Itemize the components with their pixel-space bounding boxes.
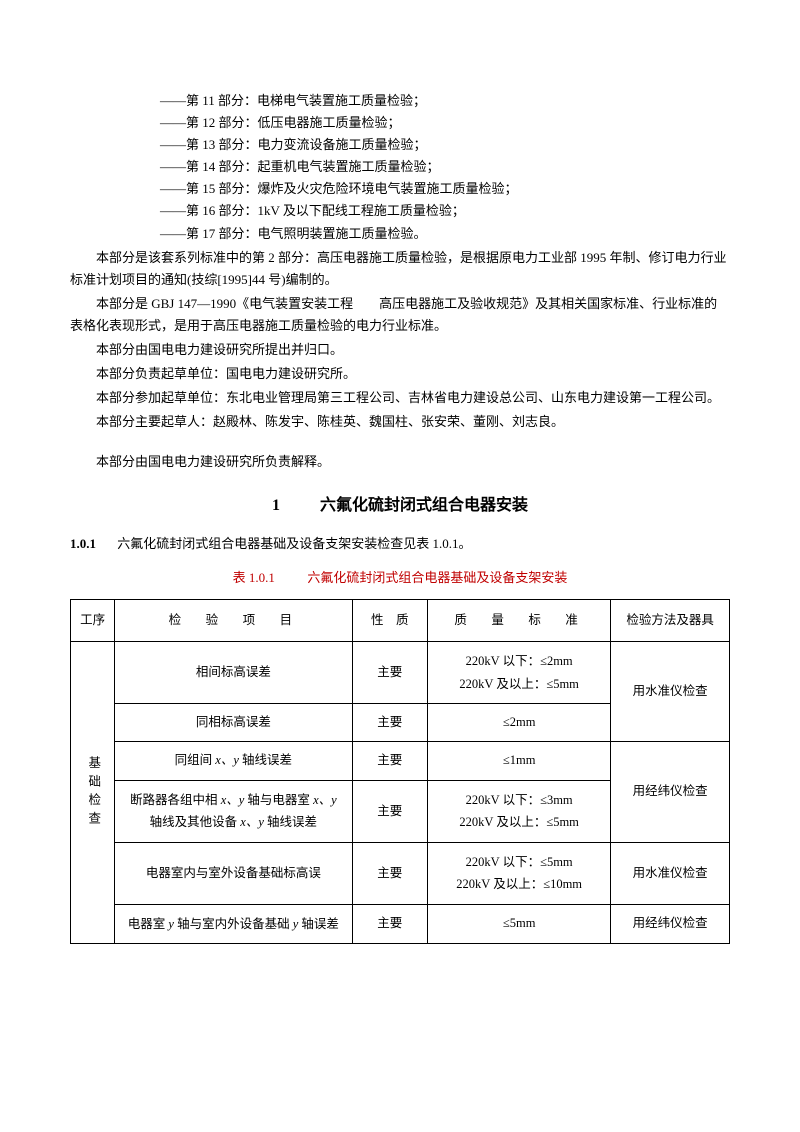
- table-row: 基础检查 相间标高误差 主要 220kV 以下：≤2mm 220kV 及以上：≤…: [71, 642, 730, 704]
- paragraph: 本部分主要起草人：赵殿林、陈发宇、陈桂英、魏国柱、张安荣、董刚、刘志良。: [70, 411, 730, 433]
- nature-cell: 主要: [352, 742, 427, 780]
- part-line: ——第 16 部分：1kV 及以下配线工程施工质量检验；: [70, 200, 730, 222]
- method-cell: 用经纬仪检查: [611, 742, 730, 842]
- parts-list: ——第 11 部分：电梯电气装置施工质量检验； ——第 12 部分：低压电器施工…: [70, 90, 730, 245]
- table-header-row: 工序 检 验 项 目 性 质 质 量 标 准 检验方法及器具: [71, 599, 730, 641]
- section-number: 1: [272, 497, 280, 514]
- nature-cell: 主要: [352, 904, 427, 944]
- spacer: [70, 433, 730, 449]
- text: 轴与室内外设备基础: [174, 917, 293, 931]
- header-item: 检 验 项 目: [115, 599, 352, 641]
- part-line: ——第 13 部分：电力变流设备施工质量检验；: [70, 134, 730, 156]
- text: 轴误差: [298, 917, 339, 931]
- subsection-text: 六氟化硫封闭式组合电器基础及设备支架安装检查见表 1.0.1。: [117, 536, 471, 551]
- standard-cell: ≤2mm: [427, 704, 610, 742]
- nature-cell: 主要: [352, 704, 427, 742]
- paragraph: 本部分由国电电力建设研究所提出并归口。: [70, 339, 730, 361]
- text: 轴与电器室: [244, 793, 313, 807]
- part-line: ——第 15 部分：爆炸及火灾危险环境电气装置施工质量检验；: [70, 178, 730, 200]
- table-row: 电器室内与室外设备基础标高误 主要 220kV 以下：≤5mm 220kV 及以…: [71, 842, 730, 904]
- text: 轴线误差: [264, 815, 317, 829]
- item-cell: 电器室 y 轴与室内外设备基础 y 轴误差: [115, 904, 352, 944]
- table-row: 同组间 x、y 轴线误差 主要 ≤1mm 用经纬仪检查: [71, 742, 730, 780]
- part-line: ——第 12 部分：低压电器施工质量检验；: [70, 112, 730, 134]
- axis-var: x、y: [221, 793, 245, 807]
- paragraph: 本部分负责起草单位：国电电力建设研究所。: [70, 363, 730, 385]
- method-cell: 用水准仪检查: [611, 642, 730, 742]
- axis-var: x、y: [215, 753, 239, 767]
- inspection-table: 工序 检 验 项 目 性 质 质 量 标 准 检验方法及器具 基础检查 相间标高…: [70, 599, 730, 944]
- standard-cell: 220kV 以下：≤5mm 220kV 及以上：≤10mm: [427, 842, 610, 904]
- axis-var: x、y: [240, 815, 264, 829]
- final-paragraph: 本部分由国电电力建设研究所负责解释。: [70, 451, 730, 473]
- header-standard: 质 量 标 准: [427, 599, 610, 641]
- header-nature: 性 质: [352, 599, 427, 641]
- text: 轴线误差: [239, 753, 292, 767]
- std-line: 220kV 以下：≤5mm: [434, 851, 604, 874]
- item-cell: 相间标高误差: [115, 642, 352, 704]
- paragraph: 本部分参加起草单位：东北电业管理局第三工程公司、吉林省电力建设总公司、山东电力建…: [70, 387, 730, 409]
- body-paragraphs: 本部分是该套系列标准中的第 2 部分：高压电器施工质量检验，是根据原电力工业部 …: [70, 247, 730, 434]
- section-title: 1 六氟化硫封闭式组合电器安装: [70, 492, 730, 519]
- part-line: ——第 14 部分：起重机电气装置施工质量检验；: [70, 156, 730, 178]
- header-procedure: 工序: [71, 599, 115, 641]
- table-caption-number: 表 1.0.1: [233, 570, 275, 585]
- text: 断路器各组中相: [130, 793, 221, 807]
- item-cell: 电器室内与室外设备基础标高误: [115, 842, 352, 904]
- paragraph: 本部分是 GBJ 147—1990《电气装置安装工程 高压电器施工及验收规范》及…: [70, 293, 730, 337]
- item-cell: 同组间 x、y 轴线误差: [115, 742, 352, 780]
- std-line: 220kV 以下：≤2mm: [434, 650, 604, 673]
- group-label-cell: 基础检查: [71, 642, 115, 944]
- subsection: 1.0.1 六氟化硫封闭式组合电器基础及设备支架安装检查见表 1.0.1。: [70, 533, 730, 555]
- text: 轴线及其他设备: [150, 815, 241, 829]
- paragraph: 本部分是该套系列标准中的第 2 部分：高压电器施工质量检验，是根据原电力工业部 …: [70, 247, 730, 291]
- text: 同组间: [175, 753, 216, 767]
- std-line: 220kV 以下：≤3mm: [434, 789, 604, 812]
- std-line: 220kV 及以上：≤5mm: [434, 811, 604, 834]
- standard-cell: 220kV 以下：≤3mm 220kV 及以上：≤5mm: [427, 780, 610, 842]
- header-method: 检验方法及器具: [611, 599, 730, 641]
- table-caption-text: 六氟化硫封闭式组合电器基础及设备支架安装: [307, 570, 567, 585]
- nature-cell: 主要: [352, 642, 427, 704]
- nature-cell: 主要: [352, 780, 427, 842]
- part-line: ——第 11 部分：电梯电气装置施工质量检验；: [70, 90, 730, 112]
- standard-cell: ≤5mm: [427, 904, 610, 944]
- part-line: ——第 17 部分：电气照明装置施工质量检验。: [70, 223, 730, 245]
- standard-cell: 220kV 以下：≤2mm 220kV 及以上：≤5mm: [427, 642, 610, 704]
- text: 电器室: [128, 917, 169, 931]
- standard-cell: ≤1mm: [427, 742, 610, 780]
- subsection-number: 1.0.1: [70, 536, 96, 551]
- method-cell: 用水准仪检查: [611, 842, 730, 904]
- nature-cell: 主要: [352, 842, 427, 904]
- table-caption: 表 1.0.1 六氟化硫封闭式组合电器基础及设备支架安装: [70, 567, 730, 589]
- std-line: 220kV 及以上：≤5mm: [434, 673, 604, 696]
- table-row: 电器室 y 轴与室内外设备基础 y 轴误差 主要 ≤5mm 用经纬仪检查: [71, 904, 730, 944]
- section-heading: 六氟化硫封闭式组合电器安装: [320, 497, 528, 514]
- std-line: 220kV 及以上：≤10mm: [434, 873, 604, 896]
- item-cell: 断路器各组中相 x、y 轴与电器室 x、y 轴线及其他设备 x、y 轴线误差: [115, 780, 352, 842]
- method-cell: 用经纬仪检查: [611, 904, 730, 944]
- item-cell: 同相标高误差: [115, 704, 352, 742]
- axis-var: x、y: [313, 793, 337, 807]
